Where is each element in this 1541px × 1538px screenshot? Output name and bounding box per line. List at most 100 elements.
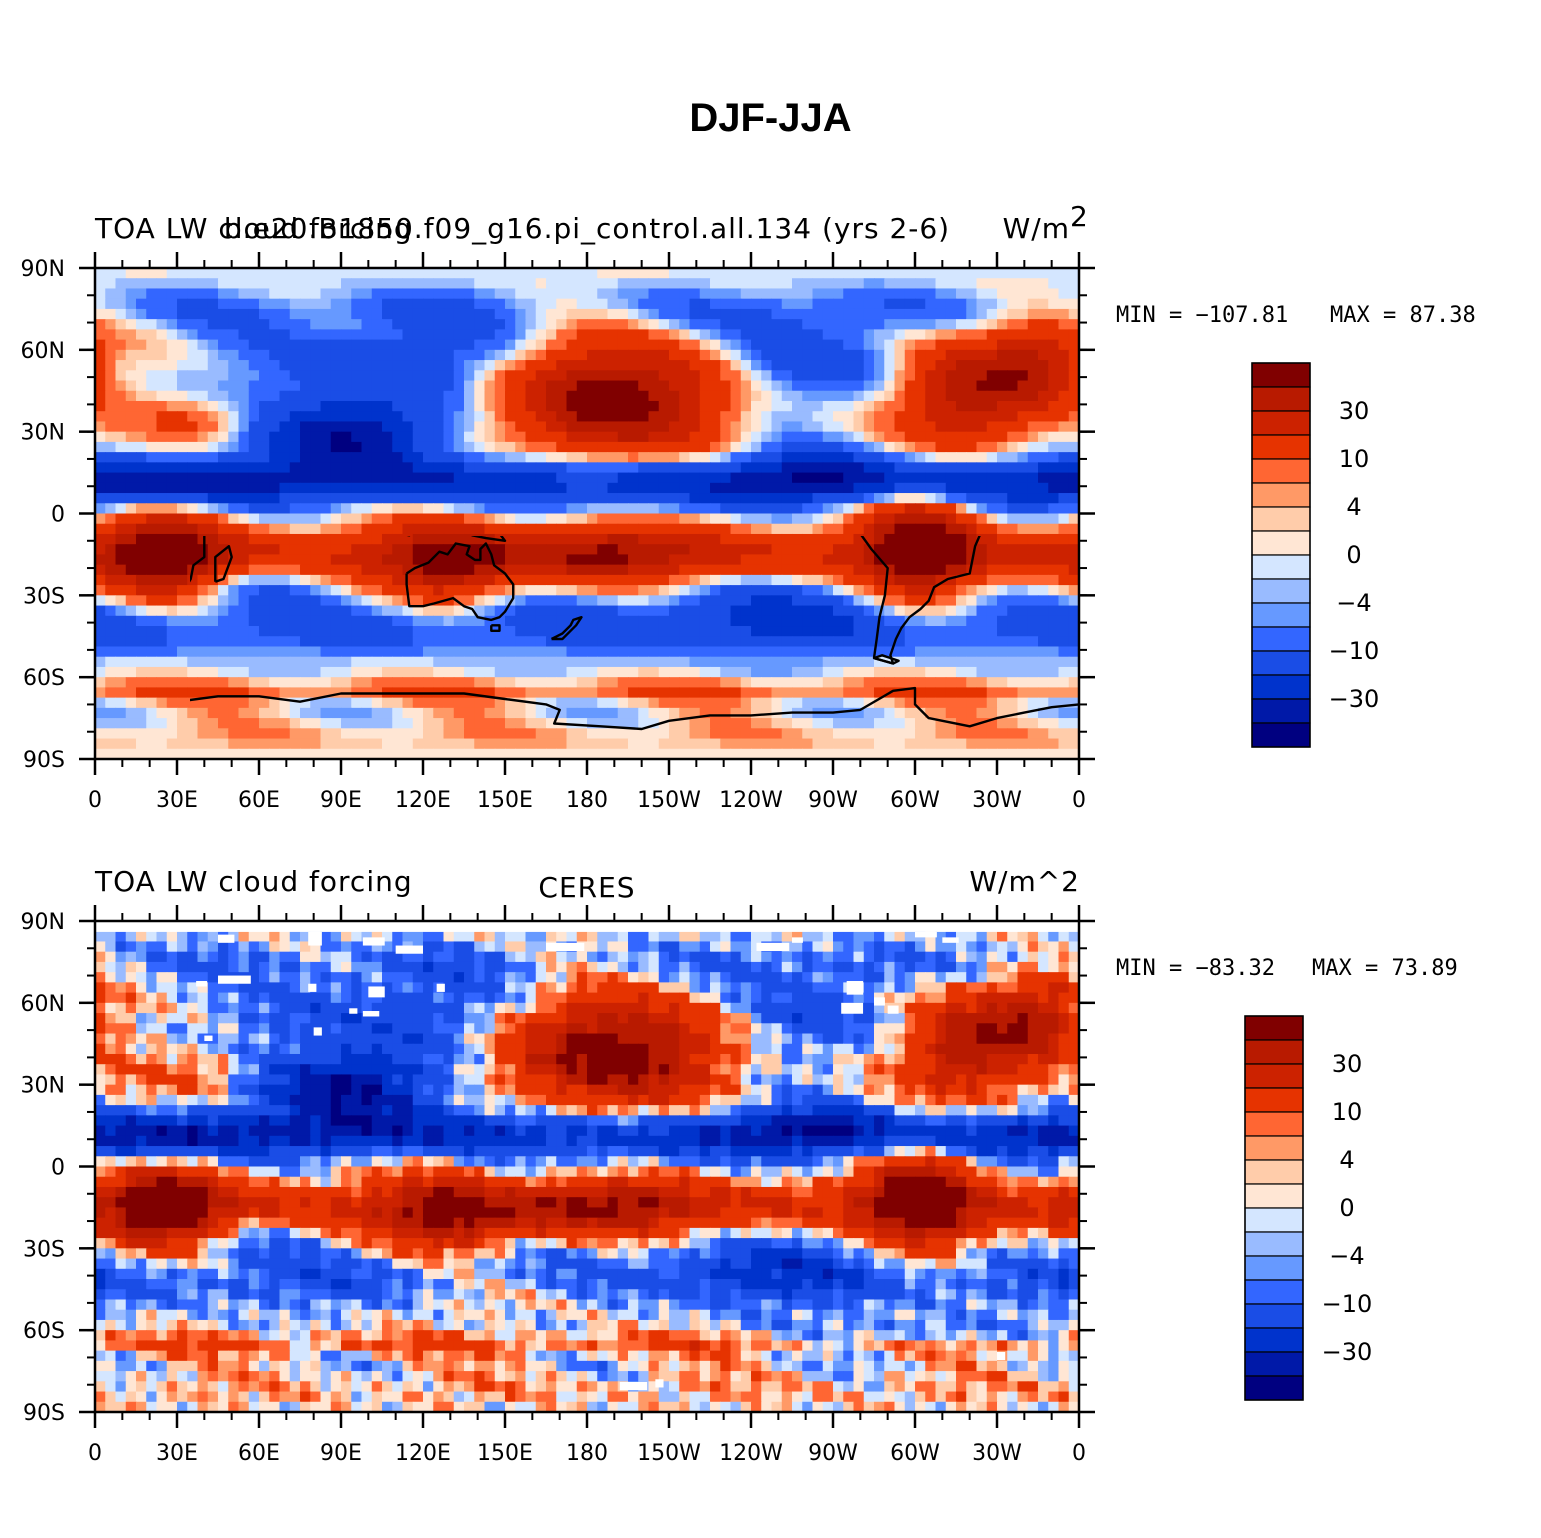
colorbar-swatch: [1244, 1063, 1304, 1089]
colorbar-swatch: [1251, 482, 1311, 508]
colorbar-label: −10: [1322, 1290, 1373, 1318]
y-tick-label: 90S: [23, 1401, 65, 1426]
missing-data-obs: [95, 921, 1079, 1391]
colorbar-swatch: [1251, 410, 1311, 436]
colorbar-swatch: [1244, 1159, 1304, 1185]
colorbar-swatch: [1251, 650, 1311, 676]
panel-units: W/m: [1003, 212, 1070, 245]
map-frame-obs: 0 30E 60E 90E 120E 150E 180 150W 120W 90W 60W 30W 09…: [21, 905, 1095, 1466]
colorbar-label: 4: [1339, 1146, 1354, 1174]
colorbar-swatch: [1244, 1111, 1304, 1137]
figure-title: DJF-JJA: [689, 96, 852, 140]
x-tick-label: 0: [88, 1441, 102, 1466]
x-tick-label: 180: [566, 788, 608, 813]
y-tick-label: 90N: [21, 910, 65, 935]
colorbar-label: 10: [1332, 1098, 1363, 1126]
colorbar-swatch: [1251, 602, 1311, 628]
x-tick-label: 0: [1072, 1441, 1086, 1466]
y-tick-label: 60S: [23, 1319, 65, 1344]
y-tick-label: 30N: [21, 1074, 65, 1099]
colorbar-swatch: [1251, 386, 1311, 412]
colorbar-label: 0: [1339, 1194, 1354, 1222]
colorbar-swatch: [1251, 506, 1311, 532]
y-tick-label: 30S: [23, 1237, 65, 1262]
colorbar-label: 10: [1339, 445, 1370, 473]
panel-center-title: CERES: [538, 871, 635, 904]
colorbar-label: −30: [1329, 685, 1380, 713]
panel-obs: 0 30E 60E 90E 120E 150E 180 150W 120W 90W 60W 30W 09…: [21, 865, 1458, 1466]
colorbar-swatch: [1244, 1135, 1304, 1161]
colorbar-swatch: [1244, 1231, 1304, 1257]
colorbar-swatch: [1244, 1255, 1304, 1281]
panel-units-superscript: 2: [1070, 200, 1089, 233]
y-tick-label: 0: [51, 1156, 65, 1181]
y-tick-label: 0: [51, 503, 65, 528]
x-tick-label: 60E: [238, 1441, 280, 1466]
x-tick-label: 0: [88, 788, 102, 813]
y-tick-label: 60N: [21, 339, 65, 364]
y-tick-label: 60N: [21, 992, 65, 1017]
min-label: MIN = −107.81: [1116, 303, 1288, 328]
y-tick-label: 30S: [23, 584, 65, 609]
colorbar-swatch: [1251, 722, 1311, 748]
colorbar-swatch: [1251, 626, 1311, 652]
min-label: MIN = −83.32: [1116, 956, 1275, 981]
panel-model: 0 30E 60E 90E 120E 150E 180 150W 120W 90W 60W 30W 09…: [21, 200, 1476, 813]
map-field-model: [95, 268, 1079, 759]
x-tick-label: 30W: [972, 1441, 1022, 1466]
y-tick-label: 30N: [21, 421, 65, 446]
colorbar-label: 30: [1332, 1050, 1363, 1078]
panel-left-title: TOA LW cloud forcing: [94, 865, 413, 898]
map-frame-model: 0 30E 60E 90E 120E 150E 180 150W 120W 90W 60W 30W 09…: [21, 252, 1095, 813]
colorbar-swatch: [1251, 530, 1311, 556]
x-tick-label: 30W: [972, 788, 1022, 813]
colorbar-swatch: [1244, 1183, 1304, 1209]
x-tick-label: 60E: [238, 788, 280, 813]
colorbar-label: −4: [1329, 1242, 1364, 1270]
colorbar-swatch: [1244, 1087, 1304, 1113]
y-tick-label: 60S: [23, 666, 65, 691]
x-tick-label: 60W: [890, 1441, 940, 1466]
colorbar-swatch: [1251, 578, 1311, 604]
max-label: MAX = 87.38: [1330, 303, 1476, 328]
x-tick-label: 120E: [395, 788, 451, 813]
colorbar-swatch: [1251, 362, 1311, 388]
x-tick-label: 120W: [719, 1441, 783, 1466]
colorbar-swatch: [1244, 1375, 1304, 1401]
colorbar-swatch: [1244, 1351, 1304, 1377]
colorbar-swatch: [1244, 1207, 1304, 1233]
x-tick-label: 90W: [808, 788, 858, 813]
colorbar-swatch: [1251, 674, 1311, 700]
colorbar-label: 4: [1346, 493, 1361, 521]
y-tick-label: 90N: [21, 257, 65, 282]
colorbar-swatch: [1244, 1327, 1304, 1353]
x-tick-label: 90E: [320, 1441, 362, 1466]
x-tick-label: 30E: [156, 1441, 198, 1466]
x-tick-label: 60W: [890, 788, 940, 813]
colorbar-label: −10: [1329, 637, 1380, 665]
colorbar-label: −4: [1336, 589, 1371, 617]
panel-left-title: TOA LW cloud forcing: [94, 212, 413, 245]
x-tick-label: 180: [566, 1441, 608, 1466]
max-label: MAX = 73.89: [1312, 956, 1458, 981]
x-tick-label: 90E: [320, 788, 362, 813]
x-tick-label: 90W: [808, 1441, 858, 1466]
colorbar-swatch: [1251, 458, 1311, 484]
x-tick-label: 150E: [477, 788, 533, 813]
x-tick-label: 150W: [637, 788, 701, 813]
colorbar-model: 30 10 4 0 −4 −10 −30: [1251, 362, 1380, 748]
coastlines-model: [190, 536, 1080, 731]
panel-units: W/m^2: [969, 865, 1080, 898]
x-tick-label: 120W: [719, 788, 783, 813]
x-tick-label: 30E: [156, 788, 198, 813]
colorbar-swatch: [1251, 698, 1311, 724]
colorbar-swatch: [1244, 1039, 1304, 1065]
colorbar-swatch: [1251, 434, 1311, 460]
colorbar-obs: 30 10 4 0 −4 −10 −30: [1244, 1015, 1373, 1401]
y-tick-label: 90S: [23, 748, 65, 773]
colorbar-swatch: [1251, 554, 1311, 580]
x-tick-label: 150W: [637, 1441, 701, 1466]
x-tick-label: 150E: [477, 1441, 533, 1466]
map-field-obs: [95, 921, 1079, 1412]
